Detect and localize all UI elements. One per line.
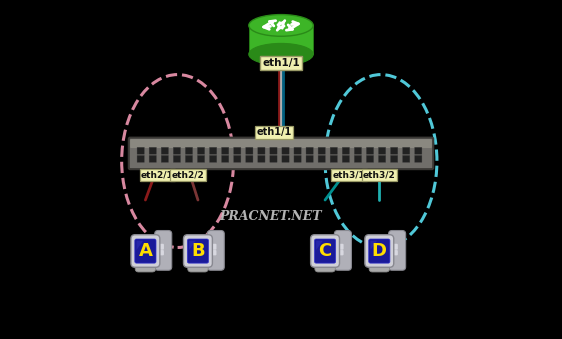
Text: eth2/2: eth2/2 bbox=[171, 170, 204, 179]
FancyBboxPatch shape bbox=[330, 147, 337, 154]
FancyBboxPatch shape bbox=[415, 147, 422, 154]
FancyBboxPatch shape bbox=[137, 155, 144, 162]
FancyBboxPatch shape bbox=[402, 155, 410, 162]
FancyBboxPatch shape bbox=[158, 250, 164, 255]
FancyBboxPatch shape bbox=[354, 147, 361, 154]
Ellipse shape bbox=[249, 15, 313, 36]
FancyBboxPatch shape bbox=[221, 155, 229, 162]
FancyBboxPatch shape bbox=[149, 155, 156, 162]
FancyBboxPatch shape bbox=[388, 231, 406, 270]
FancyBboxPatch shape bbox=[315, 239, 336, 263]
FancyBboxPatch shape bbox=[130, 139, 432, 148]
FancyBboxPatch shape bbox=[366, 147, 374, 154]
FancyBboxPatch shape bbox=[185, 155, 193, 162]
Polygon shape bbox=[316, 241, 323, 250]
FancyBboxPatch shape bbox=[369, 263, 389, 272]
FancyBboxPatch shape bbox=[338, 250, 343, 255]
Polygon shape bbox=[137, 241, 143, 250]
FancyBboxPatch shape bbox=[294, 147, 301, 154]
FancyBboxPatch shape bbox=[342, 147, 350, 154]
Polygon shape bbox=[189, 241, 196, 250]
FancyBboxPatch shape bbox=[129, 138, 433, 169]
FancyBboxPatch shape bbox=[311, 235, 339, 267]
FancyBboxPatch shape bbox=[210, 147, 217, 154]
FancyBboxPatch shape bbox=[342, 155, 350, 162]
FancyBboxPatch shape bbox=[334, 231, 351, 270]
FancyBboxPatch shape bbox=[318, 147, 325, 154]
FancyBboxPatch shape bbox=[365, 235, 394, 267]
FancyBboxPatch shape bbox=[306, 155, 314, 162]
FancyBboxPatch shape bbox=[415, 155, 422, 162]
FancyBboxPatch shape bbox=[402, 147, 410, 154]
FancyBboxPatch shape bbox=[282, 147, 289, 154]
FancyBboxPatch shape bbox=[378, 155, 386, 162]
Text: D: D bbox=[372, 242, 387, 260]
FancyBboxPatch shape bbox=[306, 147, 314, 154]
FancyBboxPatch shape bbox=[210, 155, 217, 162]
FancyBboxPatch shape bbox=[197, 147, 205, 154]
FancyBboxPatch shape bbox=[392, 250, 398, 255]
FancyBboxPatch shape bbox=[135, 263, 156, 272]
FancyBboxPatch shape bbox=[173, 155, 180, 162]
FancyBboxPatch shape bbox=[137, 147, 144, 154]
FancyBboxPatch shape bbox=[366, 155, 374, 162]
Text: PRACNET.NET: PRACNET.NET bbox=[220, 211, 322, 223]
FancyBboxPatch shape bbox=[378, 147, 386, 154]
Text: eth1/1: eth1/1 bbox=[257, 127, 292, 137]
FancyBboxPatch shape bbox=[187, 239, 209, 263]
Text: eth3/2: eth3/2 bbox=[363, 170, 396, 179]
FancyBboxPatch shape bbox=[211, 244, 216, 250]
FancyBboxPatch shape bbox=[161, 147, 169, 154]
Text: eth1/1: eth1/1 bbox=[262, 58, 300, 68]
FancyBboxPatch shape bbox=[258, 147, 265, 154]
FancyBboxPatch shape bbox=[270, 147, 277, 154]
FancyBboxPatch shape bbox=[258, 155, 265, 162]
FancyBboxPatch shape bbox=[338, 244, 343, 250]
FancyBboxPatch shape bbox=[234, 147, 241, 154]
FancyBboxPatch shape bbox=[270, 155, 277, 162]
FancyBboxPatch shape bbox=[369, 239, 390, 263]
Ellipse shape bbox=[249, 43, 313, 65]
FancyBboxPatch shape bbox=[354, 155, 361, 162]
FancyBboxPatch shape bbox=[135, 239, 156, 263]
FancyBboxPatch shape bbox=[155, 231, 172, 270]
FancyBboxPatch shape bbox=[282, 155, 289, 162]
FancyBboxPatch shape bbox=[318, 155, 325, 162]
FancyBboxPatch shape bbox=[149, 147, 156, 154]
FancyBboxPatch shape bbox=[246, 147, 253, 154]
FancyBboxPatch shape bbox=[188, 263, 208, 272]
FancyBboxPatch shape bbox=[207, 231, 224, 270]
FancyBboxPatch shape bbox=[392, 244, 398, 250]
FancyBboxPatch shape bbox=[315, 263, 336, 272]
FancyBboxPatch shape bbox=[185, 147, 193, 154]
FancyBboxPatch shape bbox=[161, 155, 169, 162]
Text: B: B bbox=[191, 242, 205, 260]
Text: eth3/1: eth3/1 bbox=[333, 170, 365, 179]
FancyBboxPatch shape bbox=[197, 155, 205, 162]
FancyBboxPatch shape bbox=[294, 155, 301, 162]
FancyBboxPatch shape bbox=[221, 147, 229, 154]
FancyBboxPatch shape bbox=[330, 155, 337, 162]
Text: A: A bbox=[138, 242, 152, 260]
FancyBboxPatch shape bbox=[391, 155, 398, 162]
FancyBboxPatch shape bbox=[131, 235, 160, 267]
FancyBboxPatch shape bbox=[173, 147, 180, 154]
FancyBboxPatch shape bbox=[234, 155, 241, 162]
FancyBboxPatch shape bbox=[158, 244, 164, 250]
Text: eth2/1: eth2/1 bbox=[141, 170, 174, 179]
FancyBboxPatch shape bbox=[184, 235, 212, 267]
Text: C: C bbox=[319, 242, 332, 260]
Polygon shape bbox=[249, 25, 313, 54]
FancyBboxPatch shape bbox=[391, 147, 398, 154]
FancyBboxPatch shape bbox=[246, 155, 253, 162]
Polygon shape bbox=[370, 241, 377, 250]
FancyBboxPatch shape bbox=[211, 250, 216, 255]
